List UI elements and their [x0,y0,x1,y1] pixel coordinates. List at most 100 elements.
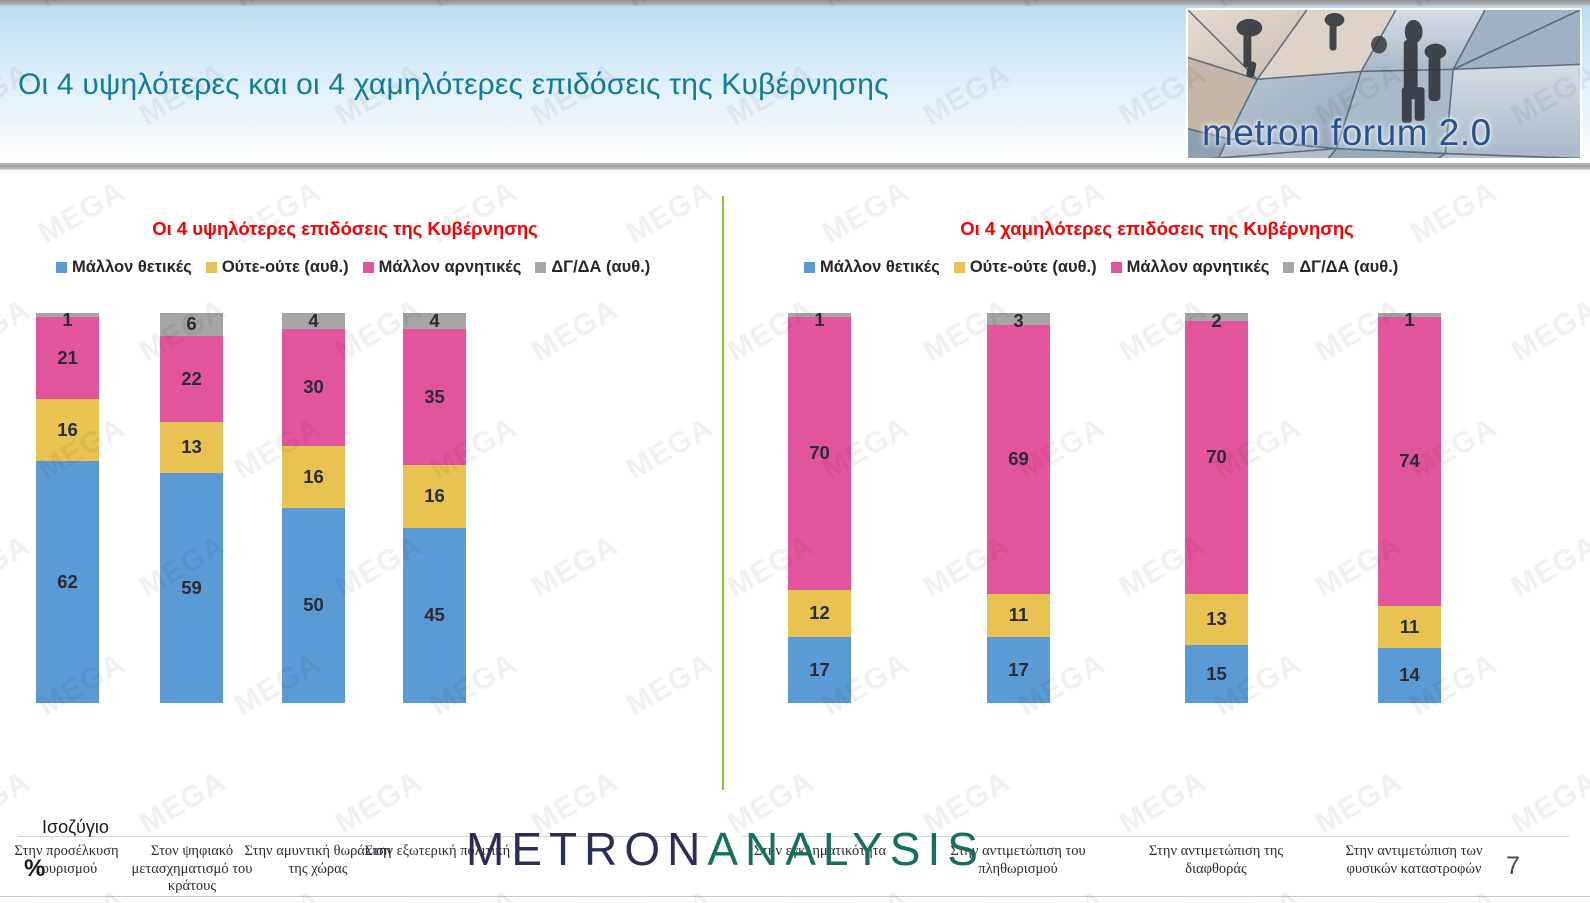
legend-item-positive[interactable]: Μάλλον θετικές [56,258,192,277]
legend-swatch-neutral [953,262,965,273]
metron-forum-logo: metron forum 2.0 [1186,8,1582,160]
legend-item-neutral[interactable]: Ούτε-ούτε (αυθ.) [953,258,1097,277]
legend-item-negative[interactable]: Μάλλον αρνητικές [362,258,522,277]
metron-analysis-logo: METRONANALYSIS [466,822,985,876]
bar-segment-positive: 59 [160,472,223,703]
category-label: Στην αντιμετώπιση του πληθωρισμού [950,843,1086,877]
table-row[interactable]: 50 16 30 4 [282,311,345,703]
watermark-text: MEGA [1209,883,1307,903]
legend-label-positive: Μάλλον θετικές [72,258,192,276]
bar-segment-positive: 45 [403,527,466,703]
plot-area-right: 17 12 70 1 Στην εγκληματικότητα -53 17 1… [724,303,1590,877]
chart-title-right: Οι 4 χαμηλότερες επιδόσεις της Κυβέρνηση… [960,218,1354,239]
category-label: Στην εγκληματικότητα [753,843,887,859]
page-number: 7 [1506,852,1520,880]
category-label: Στην αντιμετώπιση της διαφθοράς [1148,843,1284,877]
balance-legend-label: Ισοζύγιο [42,817,109,837]
bar-segment-negative: 69 [987,324,1050,594]
legend-item-dontknow[interactable]: ΔΓ/ΔΑ (αυθ.) [535,258,650,277]
bar-segment-positive: 50 [282,508,345,703]
watermark-text: MEGA [1405,883,1503,903]
watermark-text: MEGA [33,883,131,903]
page-title: Οι 4 υψηλότερες και οι 4 χαμηλότερες επι… [18,68,889,101]
bar-segment-positive: 62 [36,461,99,703]
legend-swatch-positive [56,262,67,273]
legend-item-positive[interactable]: Μάλλον θετικές [804,258,940,277]
chart-panel-top-performances: Οι 4 υψηλότερες επιδόσεις της Κυβέρνησης… [0,170,722,894]
legend-label-neutral: Ούτε-ούτε (αυθ.) [969,258,1097,276]
watermark-text: MEGA [1013,883,1111,903]
legend-label-negative: Μάλλον αρνητικές [1126,258,1270,276]
bar-segment-dontknow: 1 [1378,311,1441,329]
table-row[interactable]: 45 16 35 4 [403,311,466,703]
logo-caption: metron forum 2.0 [1202,112,1492,153]
legend-swatch-positive [804,262,815,273]
chart-legend-right: Μάλλον θετικές Ούτε-ούτε (αυθ.) Μάλλον α… [804,258,1398,277]
brand-metron: METRON [466,823,708,875]
bar-segment-negative: 22 [160,336,223,423]
bar-segment-negative: 35 [403,328,466,466]
brand-analysis: ANALYSIS [707,823,985,875]
legend-label-dontknow: ΔΓ/ΔΑ (αυθ.) [551,258,651,276]
legend-item-negative[interactable]: Μάλλον αρνητικές [1110,258,1270,277]
header-divider [0,163,1590,170]
legend-label-positive: Μάλλον θετικές [820,258,940,276]
table-row[interactable]: 14 11 74 1 [1378,311,1441,703]
category-label: Στον ψηφιακό μετασχηματισμό του κράτους [131,843,253,895]
chart-panel-bottom-performances: Οι 4 χαμηλότερες επιδόσεις της Κυβέρνηση… [724,170,1590,877]
legend-swatch-dontknow [535,262,547,273]
bar-segment-negative: 70 [1185,320,1248,594]
category-label: Στην αντιμετώπιση των φυσικών καταστροφώ… [1345,843,1483,877]
legend-label-dontknow: ΔΓ/ΔΑ (αυθ.) [1299,258,1399,276]
bar-segment-neutral: 13 [160,422,223,473]
bar-segment-dontknow: 2 [1185,312,1248,330]
bar-segment-negative: 30 [282,328,345,446]
percent-unit-label: % [24,855,46,882]
category-label: Στην εξωτερική πολιτική [364,843,511,859]
category-label: Στην προσέλκυση τουρισμού [14,843,119,877]
axis-baseline-left [18,836,708,837]
table-row[interactable]: 15 13 70 2 [1185,312,1248,703]
bar-segment-negative: 21 [36,316,99,399]
bar-segment-dontknow: 1 [788,311,851,329]
panel-divider [722,196,724,790]
legend-swatch-negative [362,262,374,273]
chart-legend-left: Μάλλον θετικές Ούτε-ούτε (αυθ.) Μάλλον α… [56,258,650,277]
category-label: Στην αμυντική θωράκιση της χώρας [244,843,392,877]
legend-item-neutral[interactable]: Ούτε-ούτε (αυθ.) [205,258,349,277]
watermark-text: MEGA [621,883,719,903]
table-row[interactable]: 59 13 22 6 [160,313,223,703]
legend-swatch-dontknow [1283,262,1295,273]
axis-baseline-right [742,836,1570,837]
plot-area-left: 62 16 21 1 Στην προσέλκυση τουρισμού 41 … [0,303,722,894]
legend-item-dontknow[interactable]: ΔΓ/ΔΑ (αυθ.) [1283,258,1398,277]
bar-segment-positive: 17 [987,636,1050,703]
bar-segment-positive: 14 [1378,648,1441,703]
geometric-structure-image [1188,10,1580,158]
legend-swatch-negative [1110,262,1122,273]
legend-swatch-neutral [205,262,217,273]
bar-segment-neutral: 12 [788,589,851,637]
bar-segment-neutral: 16 [36,398,99,462]
watermark-text: MEGA [425,883,523,903]
legend-label-neutral: Ούτε-ούτε (αυθ.) [221,258,349,276]
bar-segment-dontknow: 4 [403,311,466,329]
legend-label-negative: Μάλλον αρνητικές [378,258,522,276]
header-top-strip [0,0,1590,6]
bar-segment-neutral: 11 [987,593,1050,637]
bar-segment-neutral: 11 [1378,605,1441,649]
bar-segment-positive: 15 [1185,644,1248,703]
bar-segment-negative: 70 [788,316,851,590]
chart-title-left: Οι 4 υψηλότερες επιδόσεις της Κυβέρνησης [152,218,538,239]
table-row[interactable]: 17 12 70 1 [788,311,851,703]
table-row[interactable]: 17 11 69 3 [987,312,1050,703]
bar-segment-neutral: 13 [1185,593,1248,645]
bar-segment-dontknow: 4 [282,311,345,329]
bar-segment-neutral: 16 [282,445,345,508]
bar-segment-dontknow: 3 [987,312,1050,330]
footer-divider [0,896,1590,897]
bar-segment-dontknow: 6 [160,313,223,337]
table-row[interactable]: 62 16 21 1 [36,311,99,703]
bar-segment-dontknow: 1 [36,311,99,329]
